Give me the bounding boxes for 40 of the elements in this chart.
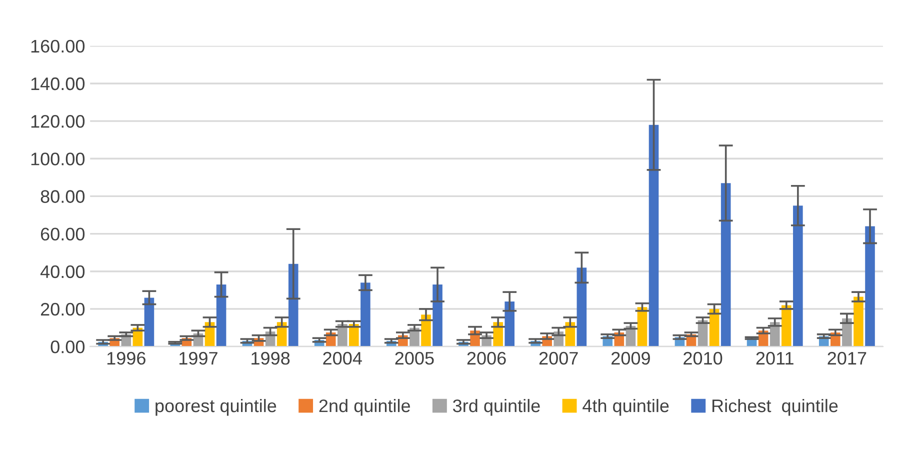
y-tick-label: 100.00 [31, 152, 85, 166]
y-tick-label: 160.00 [31, 40, 85, 53]
bar [709, 308, 720, 347]
x-tick-label: 1996 [107, 352, 146, 365]
bar [854, 296, 864, 347]
x-tick-label: 2006 [467, 352, 506, 365]
x-tick-label: 1997 [180, 352, 218, 365]
bar [781, 305, 792, 347]
x-tick-label: 2017 [828, 352, 866, 365]
bar [144, 298, 154, 347]
bar [793, 206, 803, 347]
bar [421, 314, 431, 347]
x-tick-label: 2005 [395, 352, 434, 365]
x-tick-label: 1998 [252, 352, 290, 365]
bar [216, 284, 226, 347]
x-tick-label: 2004 [323, 352, 362, 365]
x-tick-label: 2007 [539, 352, 578, 365]
bar [504, 301, 515, 347]
x-tick-label: 2009 [612, 352, 650, 365]
y-tick-label: 80.00 [40, 190, 85, 203]
legend-label: poorest quintile [156, 398, 276, 416]
y-tick-label: 60.00 [40, 228, 85, 241]
y-tick-label: 40.00 [40, 265, 85, 278]
y-tick-label: 120.00 [31, 114, 85, 128]
y-tick-label: 0.00 [50, 340, 85, 354]
legend-label: 2nd quintile [319, 398, 410, 416]
legend-label: 4th quintile [582, 398, 669, 416]
bar [360, 282, 370, 347]
bar [865, 226, 875, 347]
x-tick-label: 2010 [684, 352, 722, 365]
legend-label: 3rd quintile [453, 398, 540, 416]
bar [349, 324, 359, 347]
bar [637, 307, 648, 347]
x-tick-label: 2011 [756, 352, 794, 365]
bar [576, 268, 587, 347]
y-tick-label: 20.00 [40, 302, 85, 316]
y-tick-label: 140.00 [31, 77, 85, 90]
legend-label: Richest quintile [712, 398, 838, 416]
bar [720, 183, 731, 347]
bar [648, 124, 659, 347]
